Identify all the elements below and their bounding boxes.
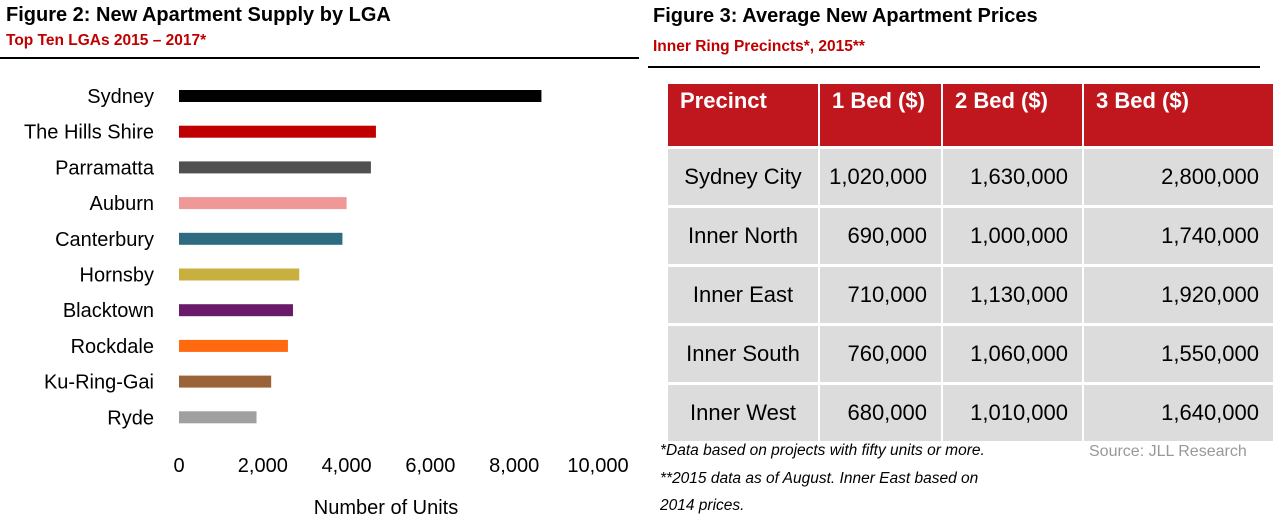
category-label: Ryde	[107, 407, 154, 429]
price-2-bed-cell: 1,000,000	[942, 205, 1084, 266]
price-3-bed-cell: 1,550,000	[1083, 323, 1275, 384]
category-label: Ku-Ring-Gai	[44, 372, 154, 394]
category-label: Rockdale	[71, 336, 154, 358]
price-2-bed-cell: 1,630,000	[942, 146, 1084, 207]
precinct-cell: Inner South	[668, 323, 820, 384]
table-row: Inner South 760,000 1,060,000 1,550,000	[668, 323, 1275, 384]
figure3-title: Figure 3: Average New Apartment Prices	[653, 5, 1038, 27]
precinct-cell: Inner East	[668, 264, 820, 325]
table-row: Sydney City 1,020,000 1,630,000 2,800,00…	[668, 146, 1275, 207]
price-3-bed-cell: 2,800,000	[1083, 146, 1275, 207]
figure3-divider	[648, 66, 1260, 68]
bar	[179, 268, 300, 281]
price-3-bed-cell: 1,740,000	[1083, 205, 1275, 266]
bar	[179, 232, 343, 245]
bar	[179, 197, 347, 210]
price-3-bed-cell: 1,640,000	[1083, 382, 1275, 441]
precinct-cell: Inner West	[668, 382, 820, 441]
x-tick-label: 0	[173, 455, 184, 477]
bar	[179, 161, 371, 174]
source-note: Source: JLL Research	[1089, 443, 1247, 460]
bar	[179, 90, 542, 102]
category-label: Canterbury	[55, 229, 154, 251]
category-label: Blacktown	[63, 300, 154, 322]
price-1-bed-cell: 1,020,000	[819, 146, 943, 207]
x-tick-label: 8,000	[489, 455, 539, 477]
price-3-bed-cell: 1,920,000	[1083, 264, 1275, 325]
x-tick-label: 4,000	[322, 455, 372, 477]
category-label: Parramatta	[55, 157, 155, 179]
table-row: Inner West 680,000 1,010,000 1,640,000	[668, 382, 1275, 441]
header-2-bed: 2 Bed ($)	[942, 84, 1084, 148]
bar	[179, 411, 257, 424]
figure2-title: Figure 2: New Apartment Supply by LGA	[6, 4, 391, 26]
x-tick-label: 10,000	[567, 455, 628, 477]
bar	[179, 339, 288, 352]
price-1-bed-cell: 680,000	[819, 382, 943, 441]
bar	[179, 304, 293, 317]
footnote-3: 2014 prices.	[660, 497, 745, 514]
header-precinct: Precinct	[668, 84, 820, 148]
price-1-bed-cell: 760,000	[819, 323, 943, 384]
price-2-bed-cell: 1,060,000	[942, 323, 1084, 384]
category-label: Auburn	[90, 193, 155, 215]
bar	[179, 125, 376, 138]
table-row: Inner North 690,000 1,000,000 1,740,000	[668, 205, 1275, 266]
x-tick-label: 2,000	[238, 455, 288, 477]
footnote-1: *Data based on projects with fifty units…	[660, 442, 985, 459]
header-1-bed: 1 Bed ($)	[819, 84, 943, 148]
header-3-bed: 3 Bed ($)	[1083, 84, 1275, 148]
category-label: Hornsby	[80, 265, 154, 287]
x-axis-label: Number of Units	[314, 497, 459, 519]
precinct-cell: Inner North	[668, 205, 820, 266]
price-1-bed-cell: 690,000	[819, 205, 943, 266]
category-label: The Hills Shire	[24, 122, 154, 144]
footnote-2: **2015 data as of August. Inner East bas…	[660, 470, 979, 487]
table-header-row: Precinct 1 Bed ($) 2 Bed ($) 3 Bed ($)	[668, 84, 1275, 148]
figure3-subtitle: Inner Ring Precincts*, 2015**	[653, 38, 865, 55]
price-1-bed-cell: 710,000	[819, 264, 943, 325]
x-tick-label: 6,000	[405, 455, 455, 477]
figure2-subtitle: Top Ten LGAs 2015 – 2017*	[6, 32, 207, 49]
figure2-divider	[0, 57, 639, 59]
category-label: Sydney	[87, 86, 154, 108]
price-table: Precinct 1 Bed ($) 2 Bed ($) 3 Bed ($) S…	[668, 84, 1275, 441]
price-2-bed-cell: 1,010,000	[942, 382, 1084, 441]
bar	[179, 375, 272, 388]
precinct-cell: Sydney City	[668, 146, 820, 207]
table-row: Inner East 710,000 1,130,000 1,920,000	[668, 264, 1275, 325]
supply-bar-chart: Sydney The Hills Shire Parramatta Auburn Can…	[24, 86, 629, 519]
price-2-bed-cell: 1,130,000	[942, 264, 1084, 325]
